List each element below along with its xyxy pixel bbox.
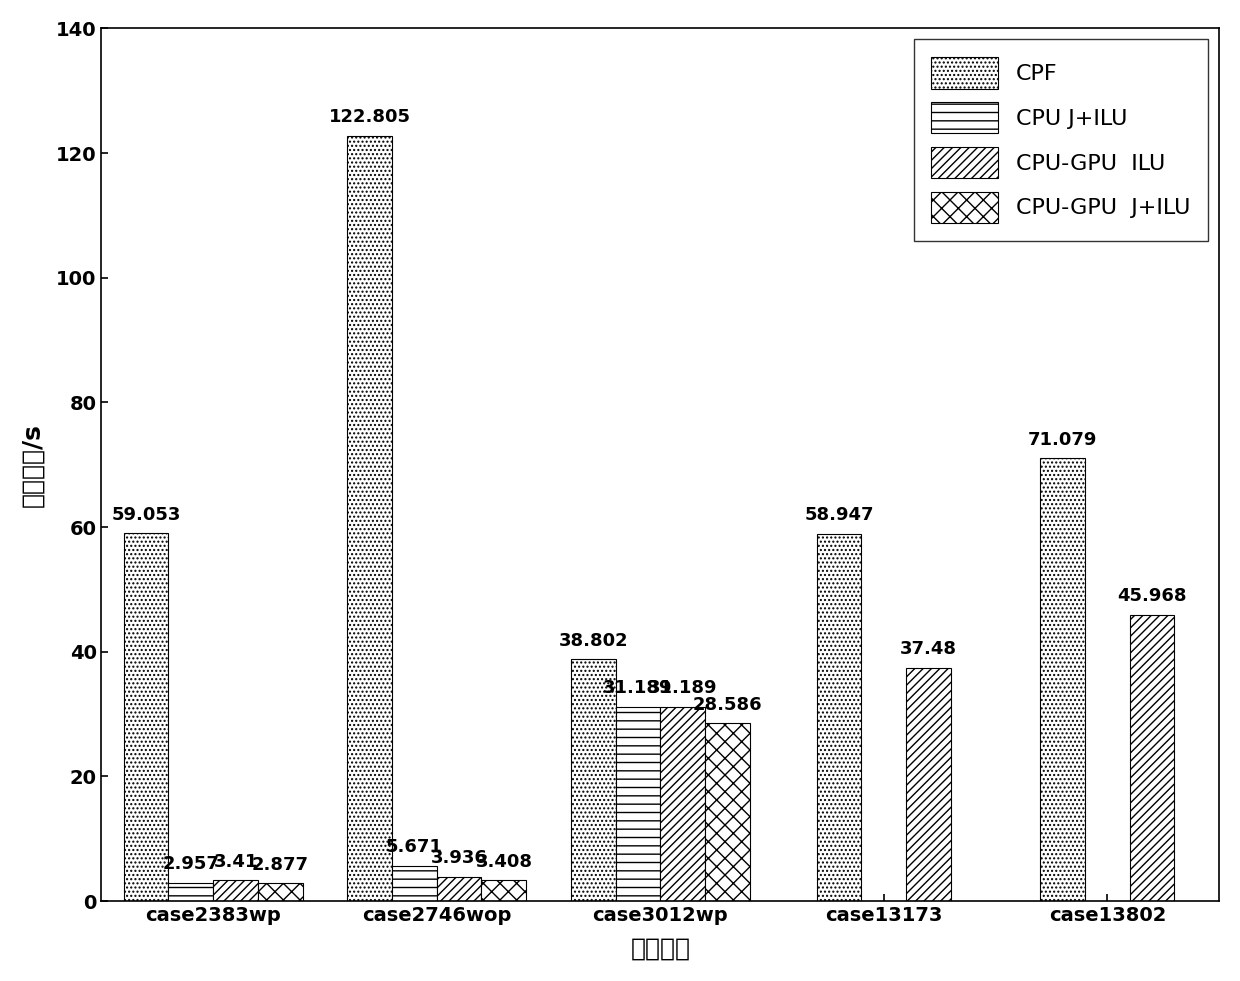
Text: 5.671: 5.671	[386, 839, 443, 856]
Bar	[1040, 458, 1085, 902]
Bar	[481, 880, 526, 902]
Bar	[436, 877, 481, 902]
X-axis label: 测试系统: 测试系统	[630, 936, 691, 960]
Y-axis label: 运行时间/s: 运行时间/s	[21, 423, 45, 507]
Text: 28.586: 28.586	[693, 696, 763, 713]
Bar	[392, 866, 436, 902]
Legend: CPF, CPU J+ILU, CPU-GPU  ILU, CPU-GPU  J+ILU: CPF, CPU J+ILU, CPU-GPU ILU, CPU-GPU J+I…	[914, 39, 1208, 240]
Bar	[169, 883, 213, 902]
Bar	[1130, 615, 1174, 902]
Bar	[258, 883, 303, 902]
Text: 3.408: 3.408	[475, 852, 532, 870]
Text: 59.053: 59.053	[112, 505, 181, 524]
Bar	[706, 723, 750, 902]
Text: 37.48: 37.48	[900, 641, 957, 658]
Text: 3.936: 3.936	[430, 850, 487, 867]
Bar	[817, 534, 862, 902]
Bar	[213, 880, 258, 902]
Text: 2.957: 2.957	[162, 855, 219, 873]
Text: 45.968: 45.968	[1117, 588, 1187, 605]
Text: 2.877: 2.877	[252, 855, 309, 874]
Text: 58.947: 58.947	[805, 506, 874, 524]
Bar	[570, 659, 615, 902]
Text: 71.079: 71.079	[1028, 431, 1097, 448]
Text: 31.189: 31.189	[603, 680, 672, 697]
Text: 3.41: 3.41	[213, 852, 258, 870]
Text: 122.805: 122.805	[329, 108, 410, 127]
Bar	[124, 533, 169, 902]
Bar	[906, 667, 951, 902]
Text: 31.189: 31.189	[649, 680, 718, 697]
Bar	[660, 706, 706, 902]
Bar	[615, 706, 660, 902]
Text: 38.802: 38.802	[558, 632, 627, 650]
Bar	[347, 135, 392, 902]
